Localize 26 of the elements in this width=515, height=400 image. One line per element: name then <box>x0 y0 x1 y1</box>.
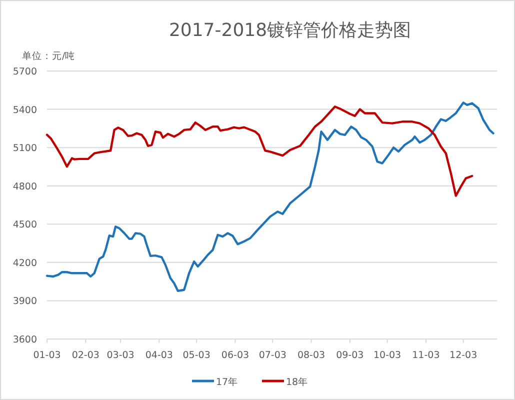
x-tick-label: 03-03 <box>106 350 134 361</box>
y-axis-title: 单位：元/吨 <box>22 50 76 62</box>
x-tick-label: 01-03 <box>33 350 61 361</box>
x-tick-label: 10-03 <box>374 350 402 361</box>
x-tick-label: 04-03 <box>145 350 173 361</box>
y-tick-label: 5100 <box>12 143 37 154</box>
x-tick-label: 08-03 <box>297 350 326 361</box>
x-tick-label: 12-03 <box>450 350 478 361</box>
y-tick-label: 4200 <box>12 258 37 269</box>
y-tick-label: 5700 <box>12 66 37 78</box>
y-tick-label: 5400 <box>12 104 37 116</box>
legend-label: 17年 <box>216 376 238 388</box>
x-tick-label: 11-03 <box>412 350 440 361</box>
x-tick-label: 02-03 <box>72 350 100 361</box>
x-tick-label: 07-03 <box>258 350 286 361</box>
x-tick-label: 09-03 <box>336 350 364 361</box>
x-tick-label: 06-03 <box>221 350 250 361</box>
chart-title: 2017-2018镀锌管价格走势图 <box>168 20 412 41</box>
legend-label: 18年 <box>286 376 308 388</box>
line-series <box>46 106 474 197</box>
line-series <box>46 102 494 292</box>
y-tick-label: 3900 <box>12 296 37 308</box>
y-tick-label: 3600 <box>12 334 37 346</box>
y-tick-label: 4500 <box>12 220 37 231</box>
y-tick-label: 4800 <box>12 181 37 192</box>
x-tick-label: 05-03 <box>182 350 210 361</box>
